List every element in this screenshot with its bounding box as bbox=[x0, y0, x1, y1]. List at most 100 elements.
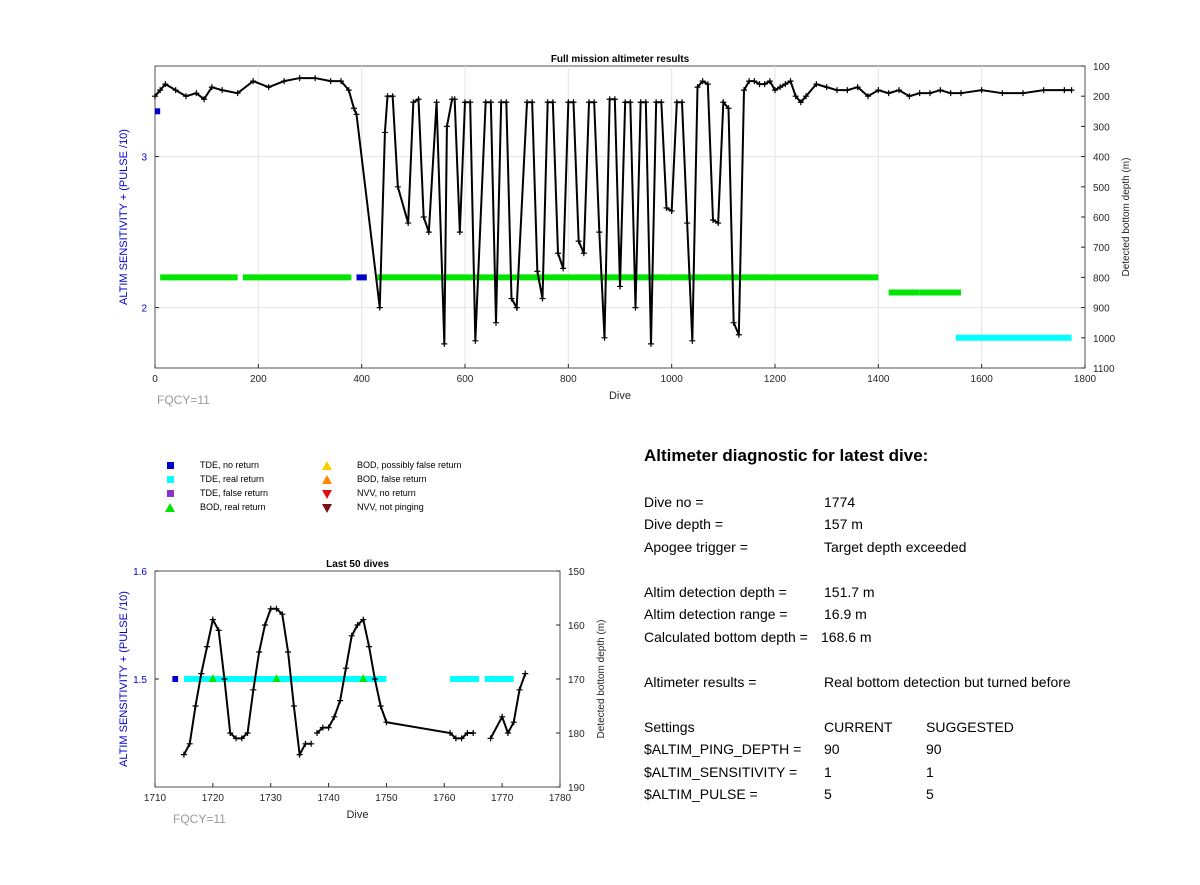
depth-point bbox=[611, 96, 618, 103]
calculated-bottom-value: 168.6 m bbox=[821, 629, 872, 645]
depth-point bbox=[467, 99, 474, 106]
depth-point bbox=[1061, 87, 1068, 94]
x-tick-label: 800 bbox=[560, 374, 577, 385]
depth-point bbox=[741, 87, 747, 94]
depth-point bbox=[704, 81, 711, 88]
depth-point bbox=[209, 616, 216, 623]
y-right-axis-label: Detected bottom depth (m) bbox=[596, 620, 607, 739]
depth-point bbox=[319, 724, 326, 731]
depth-point bbox=[267, 605, 274, 612]
depth-point bbox=[215, 627, 222, 634]
depth-point bbox=[279, 611, 286, 618]
x-tick-label: 1740 bbox=[317, 793, 340, 804]
depth-point bbox=[337, 697, 344, 704]
depth-point bbox=[648, 340, 654, 347]
legend-label: TDE, no return bbox=[200, 460, 260, 470]
x-tick-label: 200 bbox=[250, 374, 267, 385]
depth-point bbox=[689, 337, 696, 344]
depth-point bbox=[1020, 90, 1026, 97]
depth-point bbox=[529, 99, 536, 106]
depth-point bbox=[782, 81, 789, 88]
depth-point bbox=[499, 713, 506, 720]
legend-square-symbol bbox=[167, 490, 174, 497]
depth-point bbox=[575, 238, 582, 245]
legend-label: TDE, real return bbox=[200, 474, 265, 484]
depth-point bbox=[201, 96, 208, 103]
depth-point bbox=[410, 99, 417, 106]
depth-point bbox=[710, 217, 716, 224]
depth-point bbox=[157, 87, 164, 94]
depth-point bbox=[208, 84, 215, 91]
y-right-tick-label: 500 bbox=[1093, 183, 1110, 194]
status-marker bbox=[208, 674, 217, 682]
x-tick-label: 1750 bbox=[375, 793, 398, 804]
depth-point bbox=[482, 99, 489, 106]
depth-point bbox=[637, 99, 644, 106]
depth-point bbox=[204, 643, 211, 650]
depth-point bbox=[516, 686, 523, 693]
chart-title: Last 50 dives bbox=[326, 559, 389, 570]
depth-line bbox=[489, 673, 527, 739]
depth-point bbox=[487, 735, 494, 742]
depth-point bbox=[653, 99, 660, 106]
legend-square-icon bbox=[167, 490, 174, 497]
depth-point bbox=[186, 740, 193, 747]
depth-point bbox=[198, 670, 205, 677]
depth-point bbox=[534, 268, 541, 275]
depth-point bbox=[415, 96, 422, 103]
depth-point bbox=[462, 99, 468, 106]
depth-point bbox=[715, 220, 722, 227]
depth-point bbox=[354, 622, 361, 628]
depth-point bbox=[720, 99, 727, 106]
depth-point bbox=[285, 649, 292, 655]
depth-point bbox=[673, 99, 680, 106]
dive-depth-value: 157 m bbox=[824, 516, 863, 532]
x-tick-label: 1710 bbox=[144, 793, 167, 804]
y-right-tick-label: 160 bbox=[568, 621, 585, 632]
depth-point bbox=[549, 99, 556, 106]
depth-point bbox=[366, 643, 373, 650]
fqcy-note: FQCY=11 bbox=[173, 812, 226, 826]
legend-label: TDE, false return bbox=[200, 488, 269, 498]
depth-point bbox=[978, 87, 985, 94]
depth-point bbox=[844, 87, 851, 94]
depth-point bbox=[510, 719, 517, 726]
legend-triangle-up-icon bbox=[165, 503, 175, 512]
depth-point bbox=[487, 99, 494, 106]
depth-point bbox=[221, 676, 228, 682]
x-tick-label: 1770 bbox=[491, 793, 514, 804]
depth-point bbox=[308, 740, 315, 747]
depth-point bbox=[658, 99, 665, 106]
depth-point bbox=[172, 87, 179, 94]
y-right-tick-label: 300 bbox=[1093, 122, 1110, 133]
depth-point bbox=[405, 220, 412, 227]
sensitivity-suggested: 1 bbox=[926, 764, 934, 780]
dive-depth-label: Dive depth = bbox=[644, 516, 723, 532]
legend-triangle-symbol bbox=[322, 475, 332, 484]
y-right-tick-label: 900 bbox=[1093, 304, 1110, 315]
legend-triangle-down-icon bbox=[322, 490, 332, 499]
legend-label: BOD, false return bbox=[357, 474, 427, 484]
chart-title: Full mission altimeter results bbox=[551, 54, 690, 65]
detection-depth-label: Altim detection depth = bbox=[644, 584, 787, 600]
x-axis-label: Dive bbox=[346, 809, 368, 821]
depth-point bbox=[668, 207, 675, 214]
depth-point bbox=[447, 730, 454, 736]
y-right-tick-label: 100 bbox=[1093, 62, 1110, 73]
depth-point bbox=[433, 99, 440, 106]
depth-point bbox=[443, 123, 450, 130]
apogee-value: Target depth exceeded bbox=[824, 539, 967, 555]
legend-triangle-down-icon bbox=[322, 504, 332, 513]
legend-label: BOD, possibly false return bbox=[357, 460, 462, 470]
depth-line bbox=[154, 77, 1072, 344]
x-tick-label: 1730 bbox=[260, 793, 283, 804]
y-right-tick-label: 170 bbox=[568, 675, 585, 686]
depth-point bbox=[772, 87, 778, 94]
depth-point bbox=[384, 93, 391, 100]
sensitivity-current: 1 bbox=[824, 764, 832, 780]
depth-point bbox=[958, 90, 964, 97]
depth-point bbox=[522, 670, 529, 677]
legend-square-icon bbox=[167, 462, 174, 469]
depth-point bbox=[524, 99, 530, 106]
depth-point bbox=[937, 87, 944, 94]
